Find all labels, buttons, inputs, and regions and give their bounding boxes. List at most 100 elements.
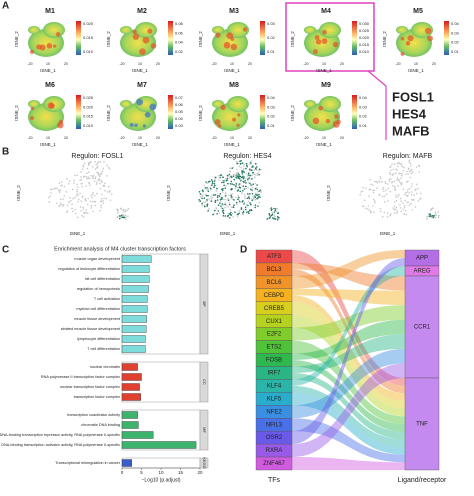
cell-dot [396, 165, 399, 168]
cell-dot [71, 203, 73, 205]
cell-dot [87, 197, 90, 200]
cell-dot [396, 177, 399, 179]
regulon-dot [233, 178, 236, 181]
cell-dot [72, 197, 74, 200]
colorbar [352, 21, 357, 55]
bar [121, 275, 150, 283]
tf-label: NFE2 [266, 409, 282, 415]
hot-spot [217, 124, 222, 128]
cell-dot [82, 176, 85, 178]
regulon-dot [248, 168, 251, 171]
regulon-dot [249, 161, 252, 164]
cell-dot [81, 214, 83, 217]
cell-dot [404, 209, 407, 212]
cell-dot [242, 209, 245, 211]
cell-dot [110, 193, 113, 195]
regulon-dot [240, 208, 243, 210]
cell-dot [390, 178, 392, 180]
regulon-dot [246, 197, 249, 200]
hot-spot [147, 28, 153, 34]
cell-dot [88, 184, 91, 186]
cell-dot [384, 189, 387, 192]
regulon-dot [431, 215, 434, 217]
y-axis-label: tSNE_2 [198, 31, 203, 47]
category-label: muscle tissue development [74, 317, 121, 321]
facet-strip [199, 361, 209, 403]
regulon-dot [274, 218, 277, 220]
cell-dot [90, 195, 92, 197]
regulon-dot [207, 210, 209, 212]
cell-dot [410, 168, 413, 171]
bar [121, 315, 147, 323]
cell-dot [89, 200, 92, 203]
cell-dot [430, 208, 433, 210]
cell-dot [81, 168, 84, 171]
regulon-dot [221, 196, 223, 199]
cell-dot [241, 192, 243, 194]
cell-dot [243, 168, 245, 170]
cell-dot [386, 183, 389, 185]
regulon-dot [248, 197, 251, 200]
colorbar-tick-label: 0.015 [83, 114, 94, 119]
regulon-dot [244, 185, 247, 188]
flow [292, 372, 405, 440]
tf-label: CREB5 [264, 306, 285, 312]
cell-dot [244, 197, 246, 200]
cell-dot [62, 198, 64, 200]
regulon-dot [246, 165, 248, 168]
cell-dot [397, 195, 399, 198]
cell-dot [388, 180, 391, 182]
cell-dot [74, 208, 77, 211]
hot-spot [132, 29, 137, 35]
regulon-dot [242, 170, 244, 173]
cell-dot [367, 204, 370, 207]
x-tick-label: 20 [156, 62, 160, 66]
plot-title: M7 [137, 82, 147, 89]
regulon-dot [227, 214, 230, 217]
flow [292, 392, 405, 455]
cell-dot [247, 187, 249, 189]
cell-dot [86, 203, 89, 206]
cell-dot [373, 198, 375, 201]
regulon-dot [216, 187, 218, 190]
category-label: Transcriptional misregulation in cancer [55, 461, 121, 465]
regulon-dot [207, 190, 210, 193]
regulon-dot [198, 198, 200, 201]
cell-dot [123, 210, 125, 213]
cell-dot [126, 209, 129, 212]
colorbar-tick-label: 0.025 [359, 28, 370, 33]
cell-dot [94, 204, 96, 207]
hot-spot [46, 43, 53, 49]
cell-dot [92, 177, 94, 179]
cell-dot [104, 189, 106, 192]
cell-dot [403, 204, 406, 207]
regulon-dot [222, 211, 225, 214]
cell-dot [235, 160, 238, 163]
cell-dot [385, 193, 388, 196]
cell-dot [92, 200, 94, 203]
regulon-dot [234, 211, 236, 214]
cell-dot [106, 175, 108, 177]
flow [292, 334, 405, 373]
category-label: myeloid cell differentiation [76, 307, 120, 311]
facet-panel [121, 457, 201, 469]
regulon-dot [256, 188, 259, 191]
cell-dot [237, 171, 239, 174]
cell-dot [94, 176, 97, 178]
bar [121, 295, 148, 303]
cell-dot [77, 200, 79, 203]
regulon-dot [230, 175, 232, 178]
cell-dot [82, 208, 85, 210]
regulon-dot [198, 190, 201, 193]
cluster-blob [43, 96, 65, 112]
cell-dot [247, 181, 250, 184]
category-label: regulation of hemopoiesis [77, 287, 120, 291]
hot-spot [405, 41, 411, 46]
regulon-dot [271, 208, 273, 211]
regulon-dot [259, 189, 262, 191]
regulon-dot [204, 187, 207, 189]
cell-dot [408, 192, 411, 194]
panel-label: C [2, 245, 9, 256]
hot-spot [29, 49, 35, 55]
regulon-dot [247, 178, 249, 181]
